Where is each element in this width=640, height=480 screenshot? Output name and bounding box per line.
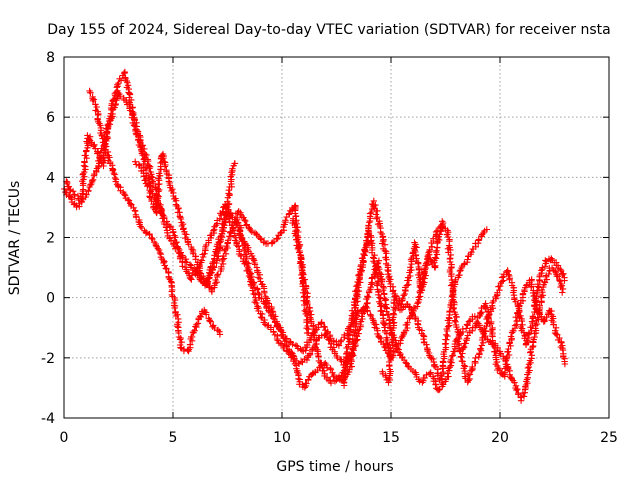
data-point-markers [289, 215, 356, 387]
data-point-markers [61, 89, 396, 361]
y-tick-label: 6 [46, 110, 55, 126]
y-axis-label: SDTVAR / TECUs [7, 181, 23, 296]
y-tick-label: 0 [46, 291, 55, 307]
axis-layer: 0 5 10 15 20 25 -4 -2 0 2 4 6 8 [41, 50, 618, 446]
data-point-markers [340, 218, 447, 389]
y-tick-label: 8 [46, 50, 55, 66]
data-point-markers [132, 150, 312, 337]
data-point-markers [379, 221, 568, 386]
data-layer [61, 68, 569, 404]
y-tick-label: 4 [46, 170, 55, 186]
series-sat-i [474, 276, 569, 380]
chart-title: Day 155 of 2024, Sidereal Day-to-day VTE… [47, 22, 610, 38]
series-sat-a [61, 89, 396, 361]
y-tick-label: 2 [46, 231, 55, 247]
series-sat-g [379, 221, 568, 386]
y-tick-label: -4 [41, 411, 55, 427]
x-tick-label: 10 [273, 430, 291, 446]
data-point-markers [86, 87, 224, 355]
data-point-markers [234, 216, 478, 394]
x-axis-label: GPS time / hours [276, 459, 393, 475]
y-tick-label: -2 [41, 351, 55, 367]
x-tick-label: 5 [169, 430, 178, 446]
x-tick-label: 20 [491, 430, 509, 446]
series-sat-k [289, 215, 356, 387]
data-point-markers [474, 276, 569, 380]
series-sat-c [86, 87, 224, 355]
x-tick-label: 0 [60, 430, 69, 446]
series-sat-f [234, 216, 478, 394]
x-tick-label: 25 [600, 430, 618, 446]
series-sat-d [132, 150, 312, 337]
x-tick-label: 15 [382, 430, 400, 446]
series-sat-j [340, 218, 447, 389]
